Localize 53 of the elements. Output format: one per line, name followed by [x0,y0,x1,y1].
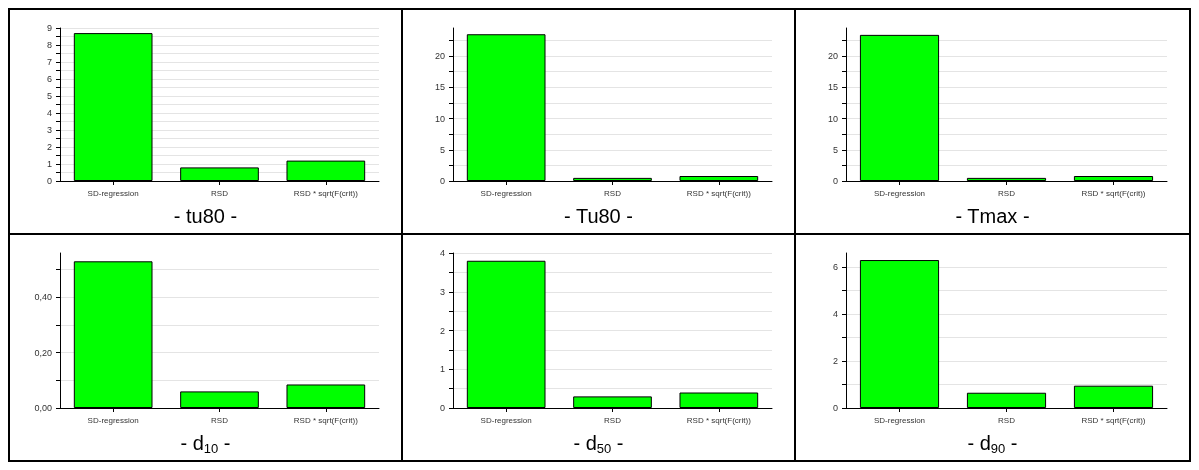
x-tick-label: SD-regression [873,415,926,425]
y-tick-label: 15 [827,82,838,93]
y-tick-label: 0,00 [34,403,52,413]
x-tick-label: RSD * sqrt(F(crit)) [686,188,752,198]
x-tick-label: SD-regression [480,415,532,425]
y-tick-label: 0 [46,176,52,186]
y-tick-label: 7 [46,57,52,67]
x-tick-label: SD-regression [87,415,139,425]
y-tick-label: 5 [832,144,838,155]
x-tick-label: RSD [998,415,1016,425]
y-tick-label: 4 [46,108,52,118]
y-tick-label: 6 [832,262,838,273]
y-tick-label: 0 [439,403,445,413]
x-tick-label: RSD * sqrt(F(crit)) [686,415,752,425]
text: - Tu80 - [564,205,633,227]
y-tick-label: 0 [832,176,838,186]
text: - tu80 - [173,205,238,227]
x-tick-label: RSD * sqrt(F(crit)) [293,415,359,425]
y-tick-label: 4 [439,248,445,258]
x-tick-label: RSD * sqrt(F(crit)) [1081,188,1146,198]
y-tick-label: 20 [827,51,838,62]
y-tick-label: 3 [439,286,445,297]
y-tick-label: 10 [827,113,838,124]
y-tick-label: 0 [439,176,445,186]
y-tick-label: 4 [832,309,838,320]
y-tick-label: 15 [434,82,445,93]
text: - Tmax - [955,205,1030,227]
x-tick-label: RSD [604,188,622,198]
x-tick-label: RSD * sqrt(F(crit)) [293,188,359,198]
x-tick-label: SD-regression [87,188,139,198]
y-tick-label: 0,20 [34,347,52,358]
y-tick-label: 8 [46,40,52,50]
y-tick-label: 1 [46,159,52,169]
y-tick-label: 9 [46,23,52,33]
y-tick-label: 2 [46,142,52,152]
x-tick-label: RSD [604,415,622,425]
x-tick-label: RSD [211,415,229,425]
y-tick-label: 2 [439,325,445,336]
x-tick-label: RSD [211,188,229,198]
y-tick-label: 1 [439,364,445,375]
y-tick-label: 5 [46,91,52,101]
y-tick-label: 10 [434,113,445,124]
x-tick-label: SD-regression [873,188,926,198]
y-tick-label: 0 [832,403,838,413]
y-tick-label: 0,40 [34,292,52,303]
x-tick-label: RSD [998,188,1016,198]
y-tick-label: 3 [46,125,52,135]
y-tick-label: 6 [46,74,52,84]
y-tick-label: 2 [832,356,838,367]
y-tick-label: 20 [434,51,445,62]
x-tick-label: RSD * sqrt(F(crit)) [1081,415,1146,425]
y-tick-label: 5 [439,144,445,155]
x-tick-label: SD-regression [480,188,532,198]
